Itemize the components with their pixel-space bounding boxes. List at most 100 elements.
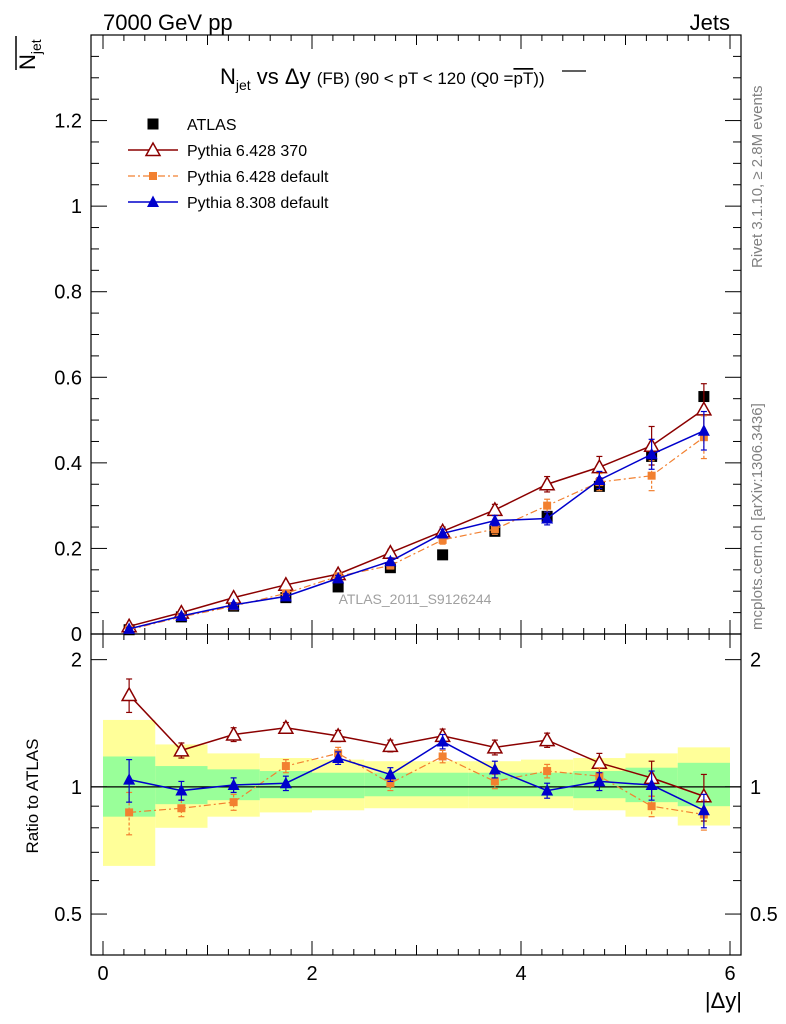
data-point-p6_370 — [538, 475, 556, 491]
header-energy-label: 7000 GeV pp — [103, 10, 233, 35]
data-point-p6_def — [543, 501, 552, 510]
legend-marker-atlas — [147, 118, 159, 130]
data-point-p8_def — [436, 735, 449, 747]
analysis-watermark: ATLAS_2011_S9126244 — [339, 591, 492, 607]
data-point-p8_def — [332, 571, 345, 584]
data-point-p6_370 — [382, 737, 399, 753]
title-n: N — [220, 64, 236, 89]
data-point-p8_def — [279, 776, 292, 789]
data-point-p8_def — [175, 784, 188, 796]
legend-label-p6_def: Pythia 6.428 default — [187, 169, 329, 186]
legend-label-p6_370: Pythia 6.428 370 — [187, 143, 307, 160]
data-point-p8_def — [541, 784, 554, 796]
data-point-p6_370 — [486, 501, 504, 517]
x-tick-label: 2 — [306, 963, 317, 985]
plot-title: Njet vs Δy (FB) (90 < pT < 120 (Q0 =pT)) — [220, 64, 545, 93]
data-point-p6_def — [125, 808, 134, 817]
data-point-p6_370 — [329, 727, 347, 743]
y-tick-label: 0 — [71, 624, 82, 646]
data-point-p6_def — [490, 777, 499, 786]
data-point-p6_def — [386, 779, 395, 788]
data-point-p8_def — [541, 511, 554, 524]
ratio-panel-axes: 0 2 4 6 0.5 0.5 1 1 2 2 — [54, 633, 778, 985]
y-tick-label: 0.8 — [54, 282, 82, 304]
legend-label-p8_def: Pythia 8.308 default — [187, 195, 329, 212]
series-line-p6_370 — [128, 408, 705, 628]
data-point-p6_def — [438, 535, 447, 544]
mcplots-label: mcplots.cern.ch [arXiv:1306.3436] — [749, 403, 766, 630]
top-ylabel: Njet — [15, 36, 44, 70]
data-point-p8_def — [384, 554, 397, 567]
title-end: )) — [533, 69, 544, 88]
data-point-p8_def — [227, 778, 240, 791]
data-point-p6_def — [438, 752, 447, 761]
data-point-p8_def — [123, 622, 136, 634]
data-point-p6_def — [647, 471, 656, 480]
title-cut: (90 < pT < 120 (Q0 = — [350, 69, 514, 88]
data-point-p8_def — [645, 447, 658, 460]
data-point-p6_370 — [486, 738, 504, 754]
ratio-y-tick-label: 1 — [71, 777, 82, 799]
data-point-atlas — [437, 549, 449, 561]
y-tick-label: 1 — [71, 196, 82, 218]
series-line-p8_def — [128, 740, 705, 811]
data-point-p8_def — [384, 767, 397, 780]
x-tick-label: 4 — [515, 963, 526, 985]
ratio-y-tick-label-right: 0.5 — [750, 904, 778, 926]
header-jets-label: Jets — [690, 10, 730, 35]
data-point-atlas — [332, 581, 344, 593]
y-tick-label: 1.2 — [54, 111, 82, 133]
ratio-y-tick-label-right: 1 — [750, 777, 761, 799]
ratio-y-tick-label: 0.5 — [54, 904, 82, 926]
legend-marker-p6_370 — [144, 141, 162, 157]
y-tick-label: 0.6 — [54, 367, 82, 389]
data-point-p8_def — [436, 526, 449, 539]
legend-label-atlas: ATLAS — [187, 117, 237, 134]
data-point-p8_def — [697, 424, 710, 436]
data-point-p8_def — [593, 774, 606, 787]
rivet-version-label: Rivet 3.1.10, ≥ 2.8M events — [749, 86, 766, 269]
data-point-p6_370 — [277, 719, 295, 734]
svg-text:Njet: Njet — [15, 39, 44, 70]
data-point-p8_def — [227, 598, 240, 610]
x-tick-label: 6 — [724, 963, 735, 985]
data-point-p6_370 — [538, 731, 556, 747]
data-point-p8_def — [645, 778, 658, 791]
title-mid: vs Δy — [251, 64, 317, 89]
y-tick-label: 0.4 — [54, 453, 82, 475]
legend-marker-p6_def — [149, 172, 157, 180]
data-point-p6_def — [229, 798, 238, 807]
data-point-p6_def — [281, 762, 290, 771]
title-pt: pT — [513, 69, 533, 88]
ratio-y-tick-label: 2 — [71, 650, 82, 672]
title-fb: (FB) — [317, 69, 350, 88]
data-point-p8_def — [279, 589, 292, 602]
data-point-p6_def — [490, 525, 499, 534]
data-point-p8_def — [123, 773, 136, 785]
ratio-uncertainty-bands — [103, 719, 730, 866]
legend: ATLAS Pythia 6.428 370 Pythia 6.428 defaul… — [128, 117, 329, 212]
data-point-p6_370 — [120, 686, 138, 702]
data-point-p8_def — [332, 751, 345, 764]
top-ylabel-sub: jet — [28, 39, 44, 55]
data-point-p8_def — [175, 609, 188, 622]
series-line-p6_def — [129, 752, 704, 816]
data-point-p8_def — [593, 473, 606, 485]
data-point-p6_370 — [173, 741, 190, 757]
data-point-p6_def — [177, 804, 186, 813]
y-tick-label: 0.2 — [54, 538, 82, 560]
data-point-p6_370 — [225, 725, 242, 741]
data-point-p6_def — [543, 767, 552, 776]
x-axis-label: |Δy| — [705, 988, 742, 1013]
data-point-p8_def — [697, 803, 710, 816]
top-ylabel-n: N — [15, 54, 40, 70]
main-panel-series — [120, 383, 713, 636]
band-inner-bin — [312, 772, 365, 799]
legend-marker-p8_def — [147, 195, 159, 207]
title-sub: jet — [235, 77, 251, 93]
data-point-p6_370 — [591, 458, 608, 474]
data-point-p8_def — [488, 514, 501, 526]
band-inner-bin — [416, 772, 469, 797]
x-tick-label: 0 — [97, 963, 108, 985]
